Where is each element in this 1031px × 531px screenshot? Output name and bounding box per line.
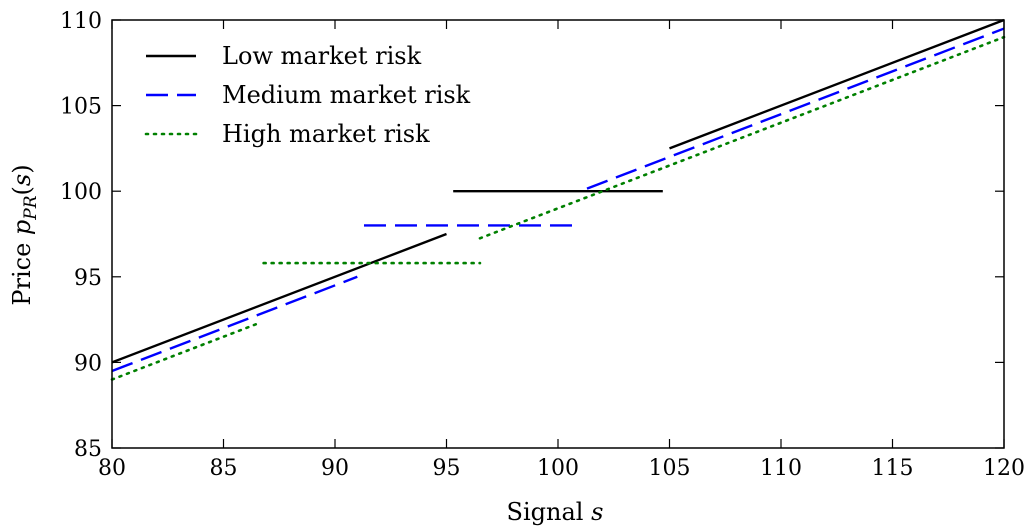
- series-2-segment-1: [111, 275, 358, 373]
- series-2-segment-3: [586, 27, 1005, 190]
- x-tick-label-100: 100: [537, 456, 579, 481]
- series-3-segment-3: [478, 35, 1006, 240]
- x-tick-label-80: 80: [98, 456, 126, 481]
- x-tick-label-115: 115: [872, 456, 914, 481]
- legend-label-3: High market risk: [222, 120, 430, 148]
- y-tick-label-105: 105: [60, 95, 102, 120]
- x-tick-label-110: 110: [760, 456, 802, 481]
- x-tick-label-95: 95: [433, 456, 461, 481]
- legend-label-2: Medium market risk: [222, 81, 471, 109]
- x-tick-label-105: 105: [649, 456, 691, 481]
- x-tick-label-90: 90: [321, 456, 349, 481]
- y-tick-label-95: 95: [74, 266, 102, 291]
- y-tick-label-90: 90: [74, 351, 102, 376]
- y-tick-label-100: 100: [60, 180, 102, 205]
- x-axis-label: Signal s: [507, 498, 604, 526]
- series-1-segment-1: [111, 232, 447, 364]
- series-layer: [110, 18, 1006, 381]
- x-tick-label-85: 85: [210, 456, 238, 481]
- y-tick-label-110: 110: [60, 9, 102, 34]
- series-3-segment-1: [110, 322, 259, 381]
- x-tick-label-120: 120: [983, 456, 1025, 481]
- legend: Low market risk Medium market risk High ma…: [144, 42, 471, 148]
- y-axis-label: Price pPR(s): [8, 164, 41, 305]
- legend-label-1: Low market risk: [222, 42, 422, 70]
- y-tick-label-85: 85: [74, 437, 102, 462]
- series-1-segment-3: [669, 18, 1005, 150]
